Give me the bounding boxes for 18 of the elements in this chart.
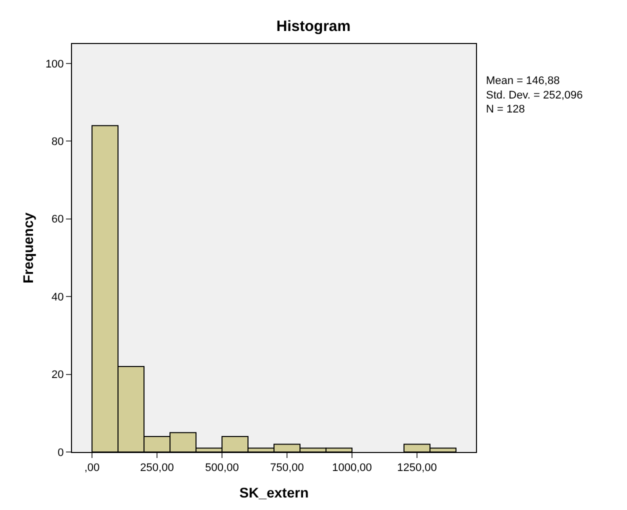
x-tick-label: 500,00 bbox=[205, 462, 239, 474]
y-tick-label: 80 bbox=[52, 136, 64, 148]
x-tick-label: 750,00 bbox=[270, 462, 304, 474]
text: N = 128 bbox=[486, 104, 525, 116]
text: Mean = 146,88 bbox=[486, 75, 560, 87]
y-axis-title: Frequency bbox=[20, 212, 36, 284]
y-tick-label: 20 bbox=[52, 369, 64, 382]
x-axis-title: SK_extern bbox=[239, 484, 309, 500]
y-tick-label: 0 bbox=[58, 446, 64, 459]
y-tick-label: 40 bbox=[52, 291, 64, 304]
x-tick-label: 250,00 bbox=[140, 462, 174, 474]
x-tick-label: 1000,00 bbox=[332, 462, 372, 474]
text: Std. Dev. = 252,096 bbox=[486, 89, 583, 102]
chart-title: Histogram bbox=[276, 18, 351, 36]
y-tick-label: 60 bbox=[52, 214, 64, 226]
y-tick-label: 100 bbox=[45, 58, 64, 70]
x-tick-label: ,00 bbox=[84, 462, 100, 474]
x-tick-label: 1250,00 bbox=[397, 462, 437, 474]
